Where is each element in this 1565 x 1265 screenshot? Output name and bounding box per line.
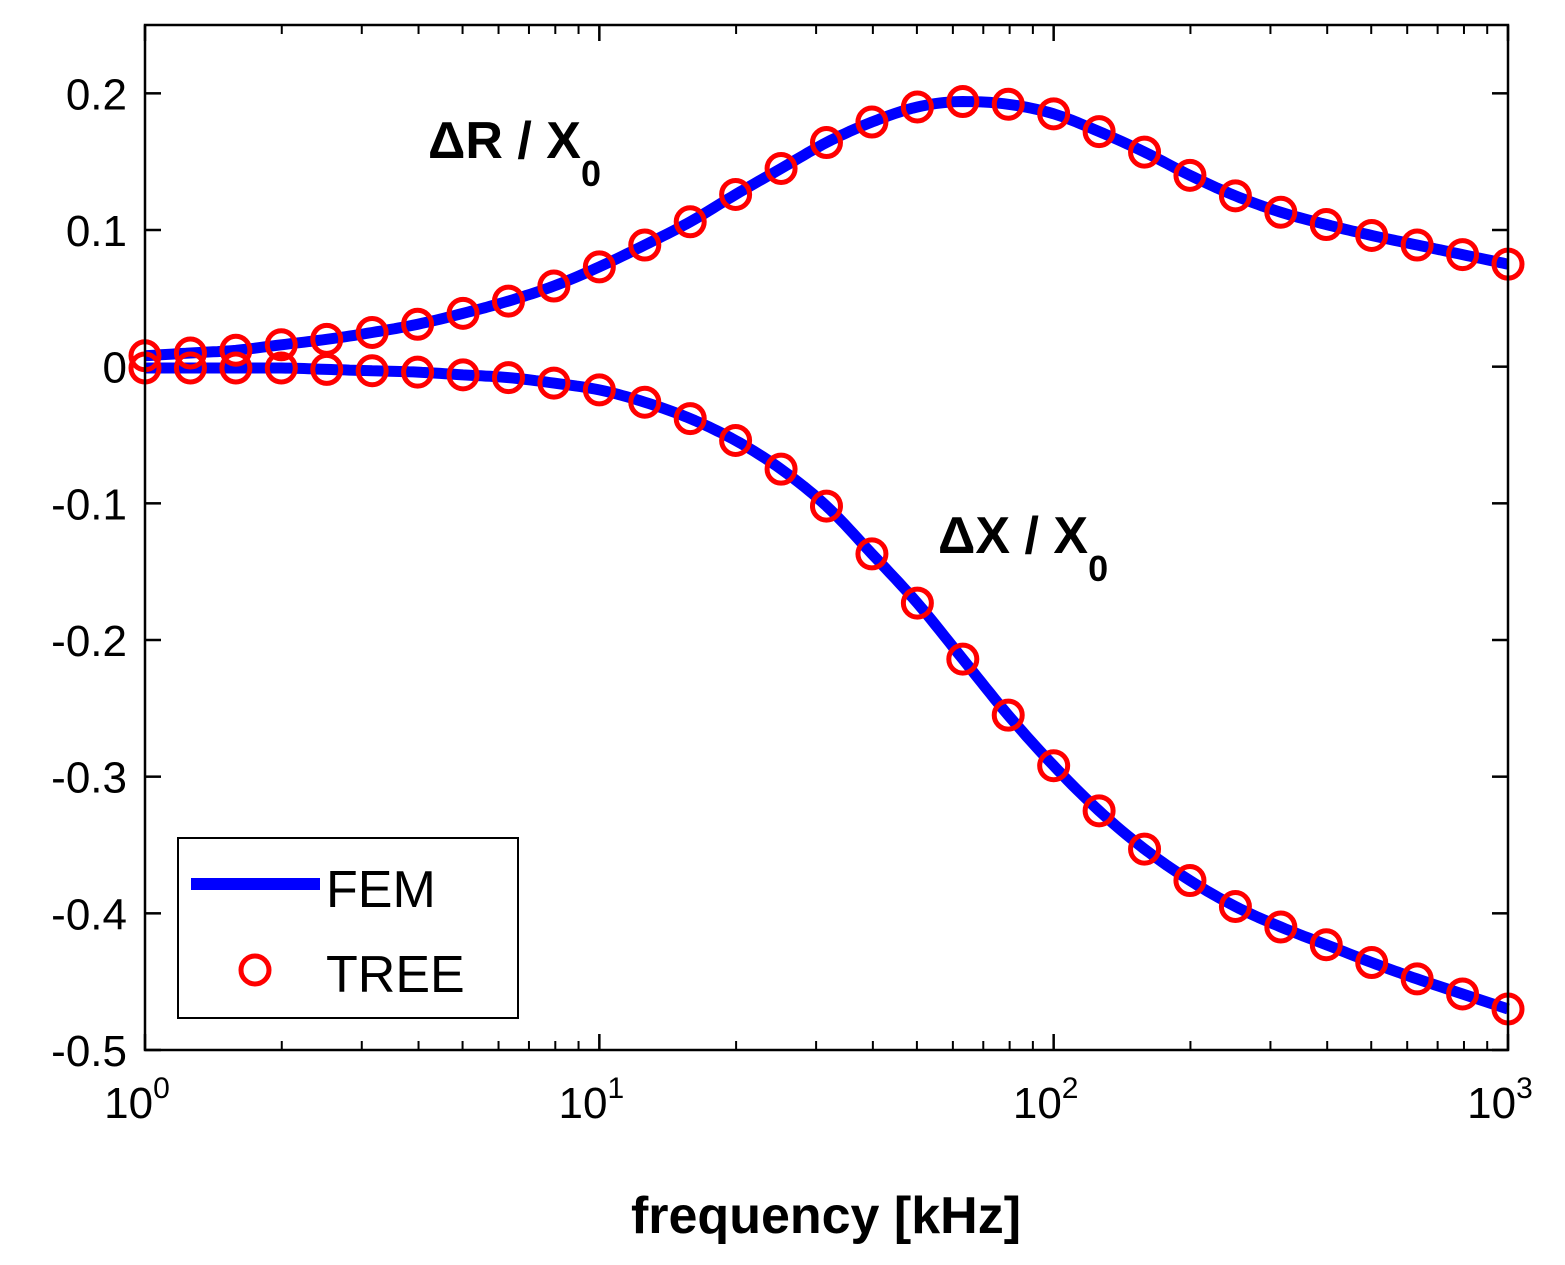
tree-marker-0-29 xyxy=(1446,238,1480,272)
tree-marker-1-27 xyxy=(1355,946,1389,980)
tree-marker-1-8 xyxy=(491,361,525,395)
y-tick-label-2: 0 xyxy=(103,344,127,393)
tree-marker-0-12 xyxy=(673,205,707,239)
curve-label-dx: ΔX / X0 xyxy=(938,507,1108,589)
tree-marker-1-7 xyxy=(446,358,480,392)
y-tick-label-4: -0.2 xyxy=(51,617,127,666)
legend-box xyxy=(177,837,519,1019)
y-tick-label-5: -0.3 xyxy=(51,754,127,803)
tree-marker-1-16 xyxy=(855,537,889,571)
tree-marker-1-28 xyxy=(1400,962,1434,996)
legend-tree-label: TREE xyxy=(326,946,465,1004)
y-tick-label-6: -0.4 xyxy=(51,890,127,939)
tree-marker-1-19 xyxy=(991,698,1025,732)
tree-marker-1-6 xyxy=(401,355,435,389)
tree-marker-0-21 xyxy=(1082,115,1116,149)
legend-tree-swatch xyxy=(238,953,272,987)
plot-frame xyxy=(143,23,1510,1052)
tree-marker-0-2 xyxy=(219,333,253,367)
y-tick-label-1: 0.1 xyxy=(66,207,127,256)
tree-marker-0-23 xyxy=(1173,158,1207,192)
tree-marker-0-11 xyxy=(628,228,662,262)
tree-marker-1-1 xyxy=(173,351,207,385)
tree-marker-0-7 xyxy=(446,296,480,330)
tree-marker-0-26 xyxy=(1309,208,1343,242)
curve-label-dr: ΔR / X0 xyxy=(428,112,601,194)
tree-marker-1-26 xyxy=(1309,928,1343,962)
tree-marker-1-11 xyxy=(628,385,662,419)
tree-marker-0-25 xyxy=(1264,195,1298,229)
tree-marker-1-17 xyxy=(900,586,934,620)
tree-marker-0-9 xyxy=(537,269,571,303)
tree-marker-0-24 xyxy=(1218,179,1252,213)
tree-marker-1-29 xyxy=(1446,977,1480,1011)
tree-marker-0-18 xyxy=(946,85,980,119)
tree-marker-0-8 xyxy=(491,284,525,318)
tree-marker-0-5 xyxy=(355,316,389,349)
x-tick-label-3: 103 xyxy=(1467,1072,1533,1128)
tree-marker-1-18 xyxy=(946,642,980,676)
tree-marker-0-13 xyxy=(719,177,753,211)
tree-marker-0-15 xyxy=(809,126,843,160)
tree-marker-1-25 xyxy=(1264,910,1298,944)
tree-marker-1-23 xyxy=(1173,864,1207,898)
tree-marker-1-5 xyxy=(355,354,389,388)
tree-marker-1-21 xyxy=(1082,794,1116,828)
tree-marker-0-17 xyxy=(900,90,934,124)
tree-marker-0-14 xyxy=(764,152,798,185)
tree-marker-1-22 xyxy=(1128,832,1162,866)
tree-marker-1-3 xyxy=(264,351,298,385)
curve-label-dx-sub: 0 xyxy=(1088,548,1108,589)
tree-marker-1-10 xyxy=(582,373,616,407)
tree-marker-1-20 xyxy=(1037,749,1071,783)
series-layer xyxy=(128,85,1525,1026)
tree-marker-0-19 xyxy=(991,87,1025,121)
tree-marker-1-2 xyxy=(219,351,253,385)
tree-marker-0-28 xyxy=(1400,228,1434,262)
curve-label-dr-main: ΔR / X xyxy=(428,112,581,170)
tree-marker-1-9 xyxy=(537,366,571,400)
tree-marker-1-15 xyxy=(809,489,843,523)
tree-marker-0-16 xyxy=(855,105,889,139)
tree-marker-0-10 xyxy=(582,250,616,284)
tree-marker-0-3 xyxy=(264,328,298,362)
tree-marker-1-12 xyxy=(673,402,707,436)
tree-marker-0-20 xyxy=(1037,97,1071,131)
tree-marker-1-13 xyxy=(719,423,753,457)
y-tick-label-3: -0.1 xyxy=(51,480,127,529)
fem-line-1 xyxy=(144,362,1510,1015)
curve-label-dr-sub: 0 xyxy=(581,153,601,194)
x-tick-label-0: 100 xyxy=(104,1072,170,1128)
tree-marker-0-6 xyxy=(401,307,435,341)
y-tick-label-7: -0.5 xyxy=(51,1027,127,1076)
x-tick-label-2: 102 xyxy=(1013,1072,1079,1128)
legend-fem-label: FEM xyxy=(326,861,436,919)
tree-marker-0-27 xyxy=(1355,218,1389,252)
tree-marker-1-24 xyxy=(1218,890,1252,923)
tree-marker-0-1 xyxy=(173,336,207,370)
tree-marker-0-22 xyxy=(1128,135,1162,169)
x-tick-label-1: 101 xyxy=(559,1072,625,1128)
tree-marker-1-14 xyxy=(764,452,798,486)
fem-line-0 xyxy=(144,96,1510,362)
tree-marker-1-4 xyxy=(310,352,344,386)
y-tick-label-0: 0.2 xyxy=(66,70,127,119)
x-axis-label: frequency [kHz] xyxy=(631,1187,1021,1245)
legend: FEM TREE xyxy=(177,837,519,1019)
curve-label-dx-main: ΔX / X xyxy=(938,507,1088,565)
